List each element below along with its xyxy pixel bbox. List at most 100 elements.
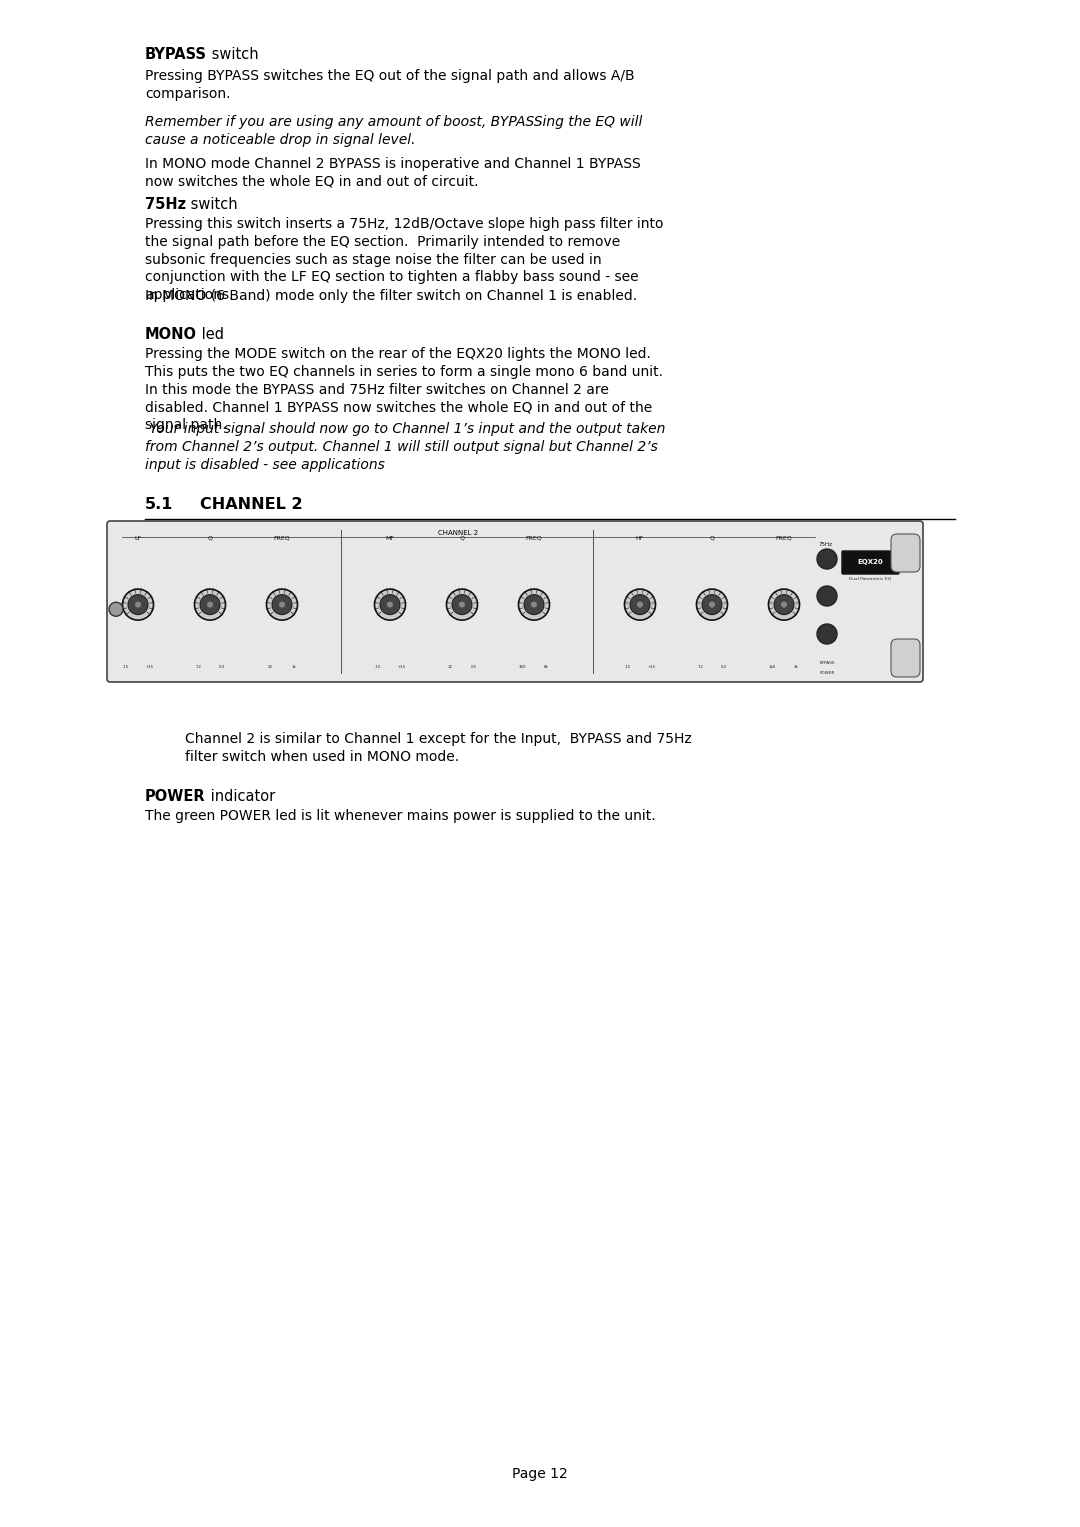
Text: the signal path before the EQ section.  Primarily intended to remove: the signal path before the EQ section. P… [145,235,620,249]
Text: signal path.: signal path. [145,418,227,432]
Text: This puts the two EQ channels in series to form a single mono 6 band unit.: This puts the two EQ channels in series … [145,365,663,379]
Text: POWER: POWER [145,789,205,805]
Text: indicator: indicator [205,789,275,805]
Text: -15: -15 [625,664,631,669]
Text: In this mode the BYPASS and 75Hz filter switches on Channel 2 are: In this mode the BYPASS and 75Hz filter … [145,383,609,397]
Text: Page 12: Page 12 [512,1467,568,1481]
Circle shape [453,594,472,614]
Text: POWER: POWER [820,670,835,675]
FancyBboxPatch shape [891,534,920,573]
Text: 0.5: 0.5 [471,664,477,669]
Text: CHANNEL 2: CHANNEL 2 [438,530,478,536]
FancyBboxPatch shape [891,638,920,676]
Circle shape [708,602,715,608]
Text: 1k: 1k [292,664,296,669]
Text: Q: Q [207,536,213,541]
Text: In MONO mode Channel 2 BYPASS is inoperative and Channel 1 BYPASS: In MONO mode Channel 2 BYPASS is inopera… [145,157,640,171]
Text: -15: -15 [375,664,381,669]
Circle shape [524,594,544,614]
Text: FREQ: FREQ [273,536,291,541]
Circle shape [272,594,292,614]
Text: led: led [197,327,224,342]
Circle shape [135,602,141,608]
Text: Pressing the MODE switch on the rear of the EQX20 lights the MONO led.: Pressing the MODE switch on the rear of … [145,347,651,360]
Circle shape [702,594,723,614]
Text: BYPASS: BYPASS [820,661,835,664]
Text: 0.3: 0.3 [219,664,225,669]
Text: 12: 12 [447,664,453,669]
Text: Q: Q [459,536,464,541]
Circle shape [816,625,837,644]
Circle shape [267,589,297,620]
Text: disabled. Channel 1 BYPASS now switches the whole EQ in and out of the: disabled. Channel 1 BYPASS now switches … [145,400,652,414]
Text: 1k0: 1k0 [768,664,775,669]
Text: 3k: 3k [794,664,798,669]
Circle shape [630,594,650,614]
Text: BYPASS: BYPASS [145,47,207,63]
Text: +15: +15 [397,664,406,669]
Text: applications.: applications. [145,289,233,302]
Circle shape [769,589,799,620]
Text: switch: switch [186,197,238,212]
Circle shape [816,550,837,570]
Text: In MONO (6 Band) mode only the filter switch on Channel 1 is enabled.: In MONO (6 Band) mode only the filter sw… [145,289,637,302]
Circle shape [446,589,477,620]
Text: The green POWER led is lit whenever mains power is supplied to the unit.: The green POWER led is lit whenever main… [145,809,656,823]
Circle shape [459,602,465,608]
Circle shape [774,594,794,614]
Text: 300: 300 [518,664,526,669]
Text: Your input signal should now go to Channel 1’s input and the output taken: Your input signal should now go to Chann… [145,421,665,437]
FancyBboxPatch shape [107,521,923,683]
Circle shape [380,594,400,614]
Circle shape [194,589,226,620]
Text: 0.3: 0.3 [720,664,727,669]
Text: Dual Parametric EQ: Dual Parametric EQ [850,577,892,580]
Text: MF: MF [386,536,394,541]
Text: HF: HF [636,536,644,541]
Text: 8k: 8k [543,664,549,669]
Text: +15: +15 [648,664,656,669]
Text: comparison.: comparison. [145,87,230,101]
Text: Remember if you are using any amount of boost, BYPASSing the EQ will: Remember if you are using any amount of … [145,115,643,128]
Circle shape [637,602,643,608]
Circle shape [109,602,123,617]
Text: Pressing this switch inserts a 75Hz, 12dB/Octave slope high pass filter into: Pressing this switch inserts a 75Hz, 12d… [145,217,663,231]
Text: -15: -15 [123,664,130,669]
Circle shape [816,586,837,606]
Text: filter switch when used in MONO mode.: filter switch when used in MONO mode. [185,750,459,764]
Text: now switches the whole EQ in and out of circuit.: now switches the whole EQ in and out of … [145,174,478,189]
Text: Pressing BYPASS switches the EQ out of the signal path and allows A/B: Pressing BYPASS switches the EQ out of t… [145,69,635,82]
Text: 75Hz: 75Hz [145,197,186,212]
Text: from Channel 2’s output. Channel 1 will still output signal but Channel 2’s: from Channel 2’s output. Channel 1 will … [145,440,658,454]
Text: input is disabled - see applications: input is disabled - see applications [145,458,384,472]
Circle shape [387,602,393,608]
Circle shape [279,602,285,608]
Text: switch: switch [207,47,258,63]
Circle shape [697,589,728,620]
Text: FREQ: FREQ [526,536,542,541]
Circle shape [129,594,148,614]
Text: 75Hz: 75Hz [819,542,833,547]
Text: Channel 2 is similar to Channel 1 except for the Input,  BYPASS and 75Hz: Channel 2 is similar to Channel 1 except… [185,731,692,747]
Circle shape [375,589,405,620]
Text: conjunction with the LF EQ section to tighten a flabby bass sound - see: conjunction with the LF EQ section to ti… [145,270,638,284]
Circle shape [122,589,153,620]
Circle shape [624,589,656,620]
Text: Q: Q [710,536,715,541]
Text: T2: T2 [195,664,201,669]
Circle shape [200,594,220,614]
Text: EQX20: EQX20 [858,559,883,565]
Text: subsonic frequencies such as stage noise the filter can be used in: subsonic frequencies such as stage noise… [145,252,602,267]
Circle shape [781,602,787,608]
Circle shape [207,602,213,608]
Circle shape [518,589,550,620]
FancyBboxPatch shape [842,551,899,574]
Text: FREQ: FREQ [775,536,793,541]
Text: CHANNEL 2: CHANNEL 2 [200,496,302,512]
Text: 20: 20 [268,664,272,669]
Text: cause a noticeable drop in signal level.: cause a noticeable drop in signal level. [145,133,416,147]
Text: 5.1: 5.1 [145,496,174,512]
Text: T2: T2 [698,664,702,669]
Text: LF: LF [134,536,141,541]
Text: MONO: MONO [145,327,197,342]
